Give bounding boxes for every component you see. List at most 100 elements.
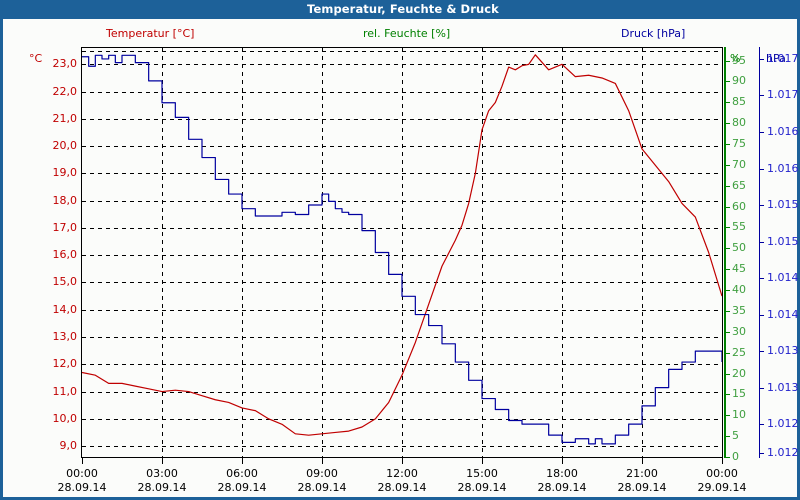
legend-item-temperature[interactable]: Temperatur [°C] [106, 27, 194, 40]
axis-time-tickmark [482, 458, 483, 464]
axis-time-tick-time: 00:00 [66, 467, 98, 480]
axis-humidity-tick: 75 [732, 136, 746, 150]
axis-time-tickmark [162, 458, 163, 464]
axis-humidity-tickmark [726, 206, 730, 208]
axis-time-tick: 15:00 28.09.14 [442, 467, 522, 495]
axis-pressure-tick: 1.012 [767, 417, 799, 431]
axis-temperature-tick: 22,0 [52, 84, 78, 98]
axis-time-tick: 00:00 28.09.14 [42, 467, 122, 495]
axis-pressure-tickmark [760, 314, 764, 316]
axis-time-tick-date: 28.09.14 [297, 481, 347, 494]
axis-time-tickmark [82, 458, 83, 464]
axis-pressure-tickmark [760, 278, 764, 280]
axis-temperature-tick: 18,0 [52, 193, 78, 207]
axis-humidity-tickmark [726, 436, 730, 438]
axis-time-tick-time: 09:00 [306, 467, 338, 480]
axis-humidity-tickmark [726, 415, 730, 417]
axis-humidity-tick: 65 [732, 178, 746, 192]
axis-time-tick-date: 28.09.14 [217, 481, 267, 494]
legend-label-temperature: Temperatur [°C] [106, 27, 195, 40]
axis-humidity-tickmark [726, 331, 730, 333]
axis-time-tickmark [402, 458, 403, 464]
axis-unit-hpa: hPa [766, 52, 786, 65]
axis-temperature-tick: 21,0 [52, 111, 78, 125]
axis-time-tick-date: 28.09.14 [457, 481, 507, 494]
axis-humidity-tickmark [726, 164, 730, 166]
axis-temperature-tick: 14,0 [52, 302, 78, 316]
axis-time-tickmark [642, 458, 643, 464]
axis-temperature-tick: 17,0 [52, 220, 78, 234]
axis-pressure-tickmark [760, 387, 764, 389]
axis-pressure-tick: 1.016 [767, 161, 799, 175]
axis-pressure-tick: 1.013 [767, 344, 799, 358]
legend-item-humidity[interactable]: rel. Feuchte [%] [363, 27, 450, 40]
axis-time-tick-date: 28.09.14 [57, 481, 107, 494]
axis-humidity-tick: 15 [732, 387, 746, 401]
axis-temperature-tick: 13,0 [52, 330, 78, 344]
axis-time-tick: 06:00 28.09.14 [202, 467, 282, 495]
axis-humidity-tickmark [726, 394, 730, 396]
axis-time-tick-date: 28.09.14 [537, 481, 587, 494]
axis-humidity-tick: 60 [732, 199, 746, 213]
axis-temperature-tick: 20,0 [52, 139, 78, 153]
axis-pressure-tick: 1.017 [767, 88, 799, 102]
axis-pressure-tick: 1.017 [767, 51, 799, 65]
axis-time-tickmark [242, 458, 243, 464]
axis-humidity-tickmark [726, 290, 730, 292]
axis-pressure-tickmark [760, 95, 764, 97]
axis-temperature-tick: 15,0 [52, 275, 78, 289]
series-line [82, 54, 722, 436]
axis-time-tick: 12:00 28.09.14 [362, 467, 442, 495]
axis-temperature-tick: 11,0 [52, 384, 78, 398]
axis-humidity-tickmark [726, 185, 730, 187]
axis-humidity-tick: 55 [732, 220, 746, 234]
data-layer [82, 54, 722, 445]
axis-temperature-tick: 10,0 [52, 411, 78, 425]
axis-humidity-tick: 20 [732, 366, 746, 380]
axis-pressure-tickmark [760, 351, 764, 353]
axis-humidity-tickmark [726, 123, 730, 125]
axis-humidity-tickmark [726, 248, 730, 250]
axis-humidity-tickmark [726, 227, 730, 229]
axis-humidity-tick: 50 [732, 241, 746, 255]
axis-time-tick-time: 21:00 [626, 467, 658, 480]
window-title-bar: Temperatur, Feuchte & Druck [3, 0, 800, 19]
axis-pressure-tickmark [760, 58, 764, 60]
axis-time-tick-date: 28.09.14 [377, 481, 427, 494]
axis-time-tick-time: 18:00 [546, 467, 578, 480]
legend-label-pressure: Druck [hPa] [621, 27, 686, 40]
axis-pressure-tick: 1.016 [767, 124, 799, 138]
axis-humidity-tick: 0 [732, 450, 739, 463]
axis-humidity-tick: 90 [732, 74, 746, 88]
axis-time-tick-time: 15:00 [466, 467, 498, 480]
plot-area[interactable] [81, 47, 723, 458]
axis-pressure-tickmark [760, 241, 764, 243]
axis-humidity-tickmark [726, 352, 730, 354]
axis-time-tick: 00:00 29.09.14 [682, 467, 762, 495]
axis-humidity-tickmark [726, 373, 730, 375]
axis-humidity-tick: 10 [732, 408, 746, 422]
axis-pressure-tickmark [760, 453, 764, 455]
axis-unit-celsius: °C [29, 52, 43, 65]
axis-time-tickmark [322, 458, 323, 464]
axis-humidity-tick: 85 [732, 95, 746, 109]
axis-time: 00:00 28.09.14 03:00 28.09.14 06:00 28.09.14 0… [3, 458, 797, 498]
axis-time-tick-time: 03:00 [146, 467, 178, 480]
legend-label-humidity: rel. Feuchte [%] [363, 27, 451, 40]
axis-humidity-tickmark [726, 457, 730, 458]
axis-humidity: 95 90 85 80 75 70 65 60 55 50 45 40 35 30 25 20 15 10 5 0 [724, 47, 754, 463]
axis-unit-percent: % [730, 52, 741, 65]
axis-pressure-tickmark [760, 168, 764, 170]
axis-temperature-tick: 23,0 [52, 57, 78, 71]
axis-pressure-tick: 1.012 [767, 446, 799, 460]
axis-humidity-tick: 35 [732, 303, 746, 317]
axis-time-tick: 18:00 28.09.14 [522, 467, 602, 495]
axis-humidity-tick: 70 [732, 157, 746, 171]
axis-time-tick-time: 00:00 [706, 467, 738, 480]
axis-humidity-tickmark [726, 60, 730, 62]
legend-item-pressure[interactable]: Druck [hPa] [621, 27, 685, 40]
axis-humidity-tickmark [726, 310, 730, 312]
axis-time-tick-date: 28.09.14 [617, 481, 667, 494]
axis-humidity-tickmark [726, 269, 730, 271]
axis-temperature: 23,0 22,0 21,0 20,0 19,0 18,0 17,0 16,0 15,0 14,0… [17, 47, 78, 458]
